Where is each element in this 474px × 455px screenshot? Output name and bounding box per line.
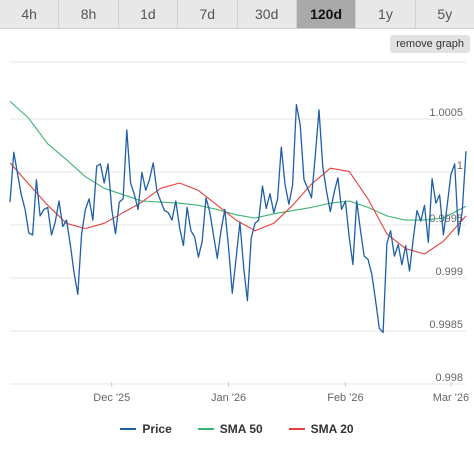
grid — [10, 61, 466, 385]
legend-label-sma20: SMA 20 — [310, 422, 354, 436]
legend-label-sma50: SMA 50 — [219, 422, 263, 436]
series-lines — [9, 100, 467, 334]
legend-swatch-sma50 — [197, 428, 214, 430]
chart-legend: Price SMA 50 SMA 20 — [0, 420, 474, 438]
legend-label-price: Price — [142, 422, 172, 436]
y-tick-label: 0.999 — [435, 266, 463, 278]
tab-5y[interactable]: 5y — [415, 0, 474, 29]
y-tick-label: 0.9985 — [429, 319, 463, 331]
legend-item-sma20[interactable]: SMA 20 — [288, 420, 354, 438]
series-line-sma50 — [9, 100, 467, 221]
y-tick-label: 0.998 — [435, 372, 463, 384]
y-tick-label: 1 — [457, 160, 463, 172]
x-axis-ticks: Dec '25 Jan '26 Feb '26 Mar '26 — [93, 382, 469, 404]
series-line-price — [9, 103, 467, 334]
legend-item-price[interactable]: Price — [120, 420, 172, 438]
price-chart: 0.998 0.9985 0.999 0.9995 1 1.0005 Dec '25 Jan… — [9, 61, 469, 404]
series-line-sma20 — [9, 162, 467, 255]
tab-1y[interactable]: 1y — [356, 0, 416, 29]
tab-4h[interactable]: 4h — [0, 0, 60, 29]
y-axis-ticks: 0.998 0.9985 0.999 0.9995 1 1.0005 — [429, 107, 463, 384]
x-tick-label: Dec '25 — [93, 392, 130, 404]
y-tick-label: 1.0005 — [429, 107, 463, 119]
tab-8h[interactable]: 8h — [59, 0, 119, 29]
tab-30d[interactable]: 30d — [237, 0, 297, 29]
tab-120d[interactable]: 120d — [296, 0, 357, 29]
tab-1d[interactable]: 1d — [118, 0, 179, 29]
legend-item-sma50[interactable]: SMA 50 — [197, 420, 263, 438]
x-tick-label: Mar '26 — [433, 392, 469, 404]
y-tick-label: 0.9995 — [429, 213, 463, 225]
x-tick-label: Jan '26 — [211, 392, 246, 404]
timeframe-tabs: 4h 8h 1d 7d 30d 120d 1y 5y — [0, 0, 474, 30]
legend-swatch-sma20 — [288, 428, 305, 430]
remove-graph-button[interactable]: remove graph — [390, 35, 470, 53]
tab-7d[interactable]: 7d — [178, 0, 238, 29]
legend-swatch-price — [120, 428, 137, 430]
x-tick-label: Feb '26 — [327, 392, 363, 404]
